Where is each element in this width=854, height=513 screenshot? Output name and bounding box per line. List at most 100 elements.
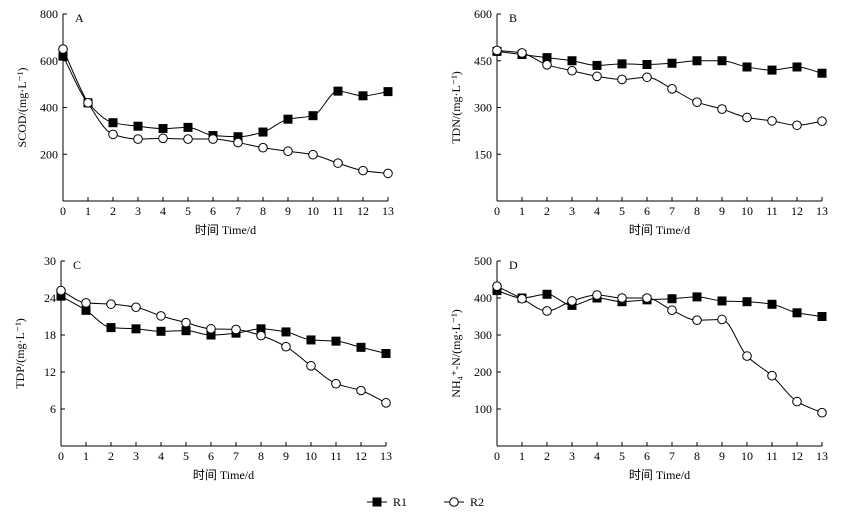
x-tick-label: 8 — [260, 204, 266, 218]
y-tick-label: 600 — [40, 54, 58, 68]
data-point-R1 — [792, 308, 802, 318]
x-tick-label: 9 — [719, 449, 725, 463]
x-axis-title: 时间 Time/d — [629, 223, 690, 237]
x-tick-label: 13 — [816, 204, 828, 218]
data-point-R1 — [358, 91, 368, 101]
data-point-R2 — [281, 341, 291, 352]
data-point-R2 — [617, 74, 627, 85]
data-point-R1 — [692, 56, 702, 66]
data-point-R1 — [742, 297, 752, 307]
x-tick-label: 12 — [791, 449, 803, 463]
x-tick-label: 5 — [185, 204, 191, 218]
data-point-R2 — [108, 129, 118, 140]
panel-label: C — [73, 258, 81, 272]
data-point-R2 — [767, 116, 777, 126]
data-point-R2 — [306, 361, 316, 371]
x-tick-label: 4 — [158, 449, 164, 463]
x-tick-label: 3 — [569, 204, 575, 218]
y-tick-label: 18 — [44, 328, 56, 342]
data-point-R2 — [667, 84, 677, 94]
data-point-R1 — [333, 86, 343, 96]
data-point-R2 — [617, 293, 627, 303]
x-tick-label: 12 — [355, 449, 367, 463]
data-point-R2 — [156, 311, 166, 321]
x-tick-label: 9 — [283, 449, 289, 463]
y-tick-label: 6 — [50, 402, 56, 416]
data-point-R1 — [717, 296, 727, 306]
legend-label: R1 — [393, 495, 407, 509]
x-tick-label: 3 — [133, 449, 139, 463]
x-tick-label: 3 — [135, 204, 141, 218]
data-point-R1 — [792, 62, 802, 72]
data-point-R1 — [717, 56, 727, 66]
x-tick-label: 8 — [694, 449, 700, 463]
legend-marker-R2 — [449, 497, 459, 507]
data-point-R2 — [383, 168, 393, 179]
data-point-R2 — [233, 137, 243, 148]
data-point-R1 — [258, 127, 268, 137]
y-tick-label: 450 — [474, 54, 492, 68]
x-tick-label: 1 — [85, 204, 91, 218]
y-tick-label: 300 — [474, 101, 492, 115]
x-tick-label: 13 — [816, 449, 828, 463]
data-point-R1 — [667, 58, 677, 68]
x-tick-label: 9 — [285, 204, 291, 218]
series-R2 — [492, 281, 827, 418]
x-tick-label: 2 — [544, 204, 550, 218]
data-point-R2 — [206, 324, 216, 334]
x-tick-label: 1 — [519, 449, 525, 463]
data-point-R1 — [817, 68, 827, 78]
data-point-R1 — [158, 124, 168, 134]
data-point-R2 — [742, 112, 752, 123]
data-point-R2 — [333, 158, 343, 168]
data-point-R1 — [331, 336, 341, 346]
data-point-R2 — [692, 315, 702, 326]
data-point-R1 — [133, 121, 143, 131]
x-tick-label: 11 — [332, 204, 344, 218]
data-point-R1 — [183, 122, 193, 132]
x-axis-title: 时间 Time/d — [629, 468, 690, 482]
series-R1 — [492, 286, 827, 321]
y-tick-label: 200 — [40, 147, 58, 161]
data-point-R2 — [381, 398, 391, 408]
x-tick-label: 6 — [210, 204, 216, 218]
y-axis-title: TDN/(mg·L⁻¹) — [449, 71, 463, 144]
data-point-R1 — [642, 59, 652, 69]
data-point-R2 — [258, 142, 268, 153]
y-tick-label: 24 — [44, 291, 56, 305]
data-point-R2 — [642, 72, 652, 83]
x-tick-label: 6 — [644, 449, 650, 463]
y-tick-label: 100 — [474, 402, 492, 416]
x-tick-label: 12 — [791, 204, 803, 218]
x-tick-label: 7 — [233, 449, 239, 463]
data-point-R2 — [83, 98, 93, 108]
data-point-R2 — [106, 299, 116, 309]
x-tick-label: 11 — [766, 449, 778, 463]
data-point-R2 — [356, 385, 366, 396]
legend-label: R2 — [470, 495, 484, 509]
data-point-R2 — [133, 134, 143, 144]
data-point-R2 — [542, 306, 552, 316]
x-tick-label: 4 — [594, 449, 600, 463]
y-axis-title: SCOD/(mg·L⁻¹) — [15, 68, 29, 148]
data-point-R2 — [58, 44, 68, 54]
data-point-R2 — [792, 120, 802, 131]
y-tick-label: 400 — [40, 101, 58, 115]
data-point-R2 — [592, 290, 602, 300]
x-tick-label: 9 — [719, 204, 725, 218]
series-R2 — [58, 44, 393, 179]
data-point-R2 — [792, 396, 802, 407]
x-tick-label: 4 — [160, 204, 166, 218]
data-point-R2 — [183, 134, 193, 144]
data-point-R1 — [281, 327, 291, 337]
x-tick-label: 1 — [83, 449, 89, 463]
data-point-R2 — [331, 378, 341, 389]
panel-label: A — [75, 11, 84, 25]
x-tick-label: 7 — [669, 449, 675, 463]
x-tick-label: 8 — [694, 204, 700, 218]
data-point-R2 — [592, 71, 602, 82]
x-tick-label: 5 — [619, 449, 625, 463]
x-tick-label: 10 — [307, 204, 319, 218]
